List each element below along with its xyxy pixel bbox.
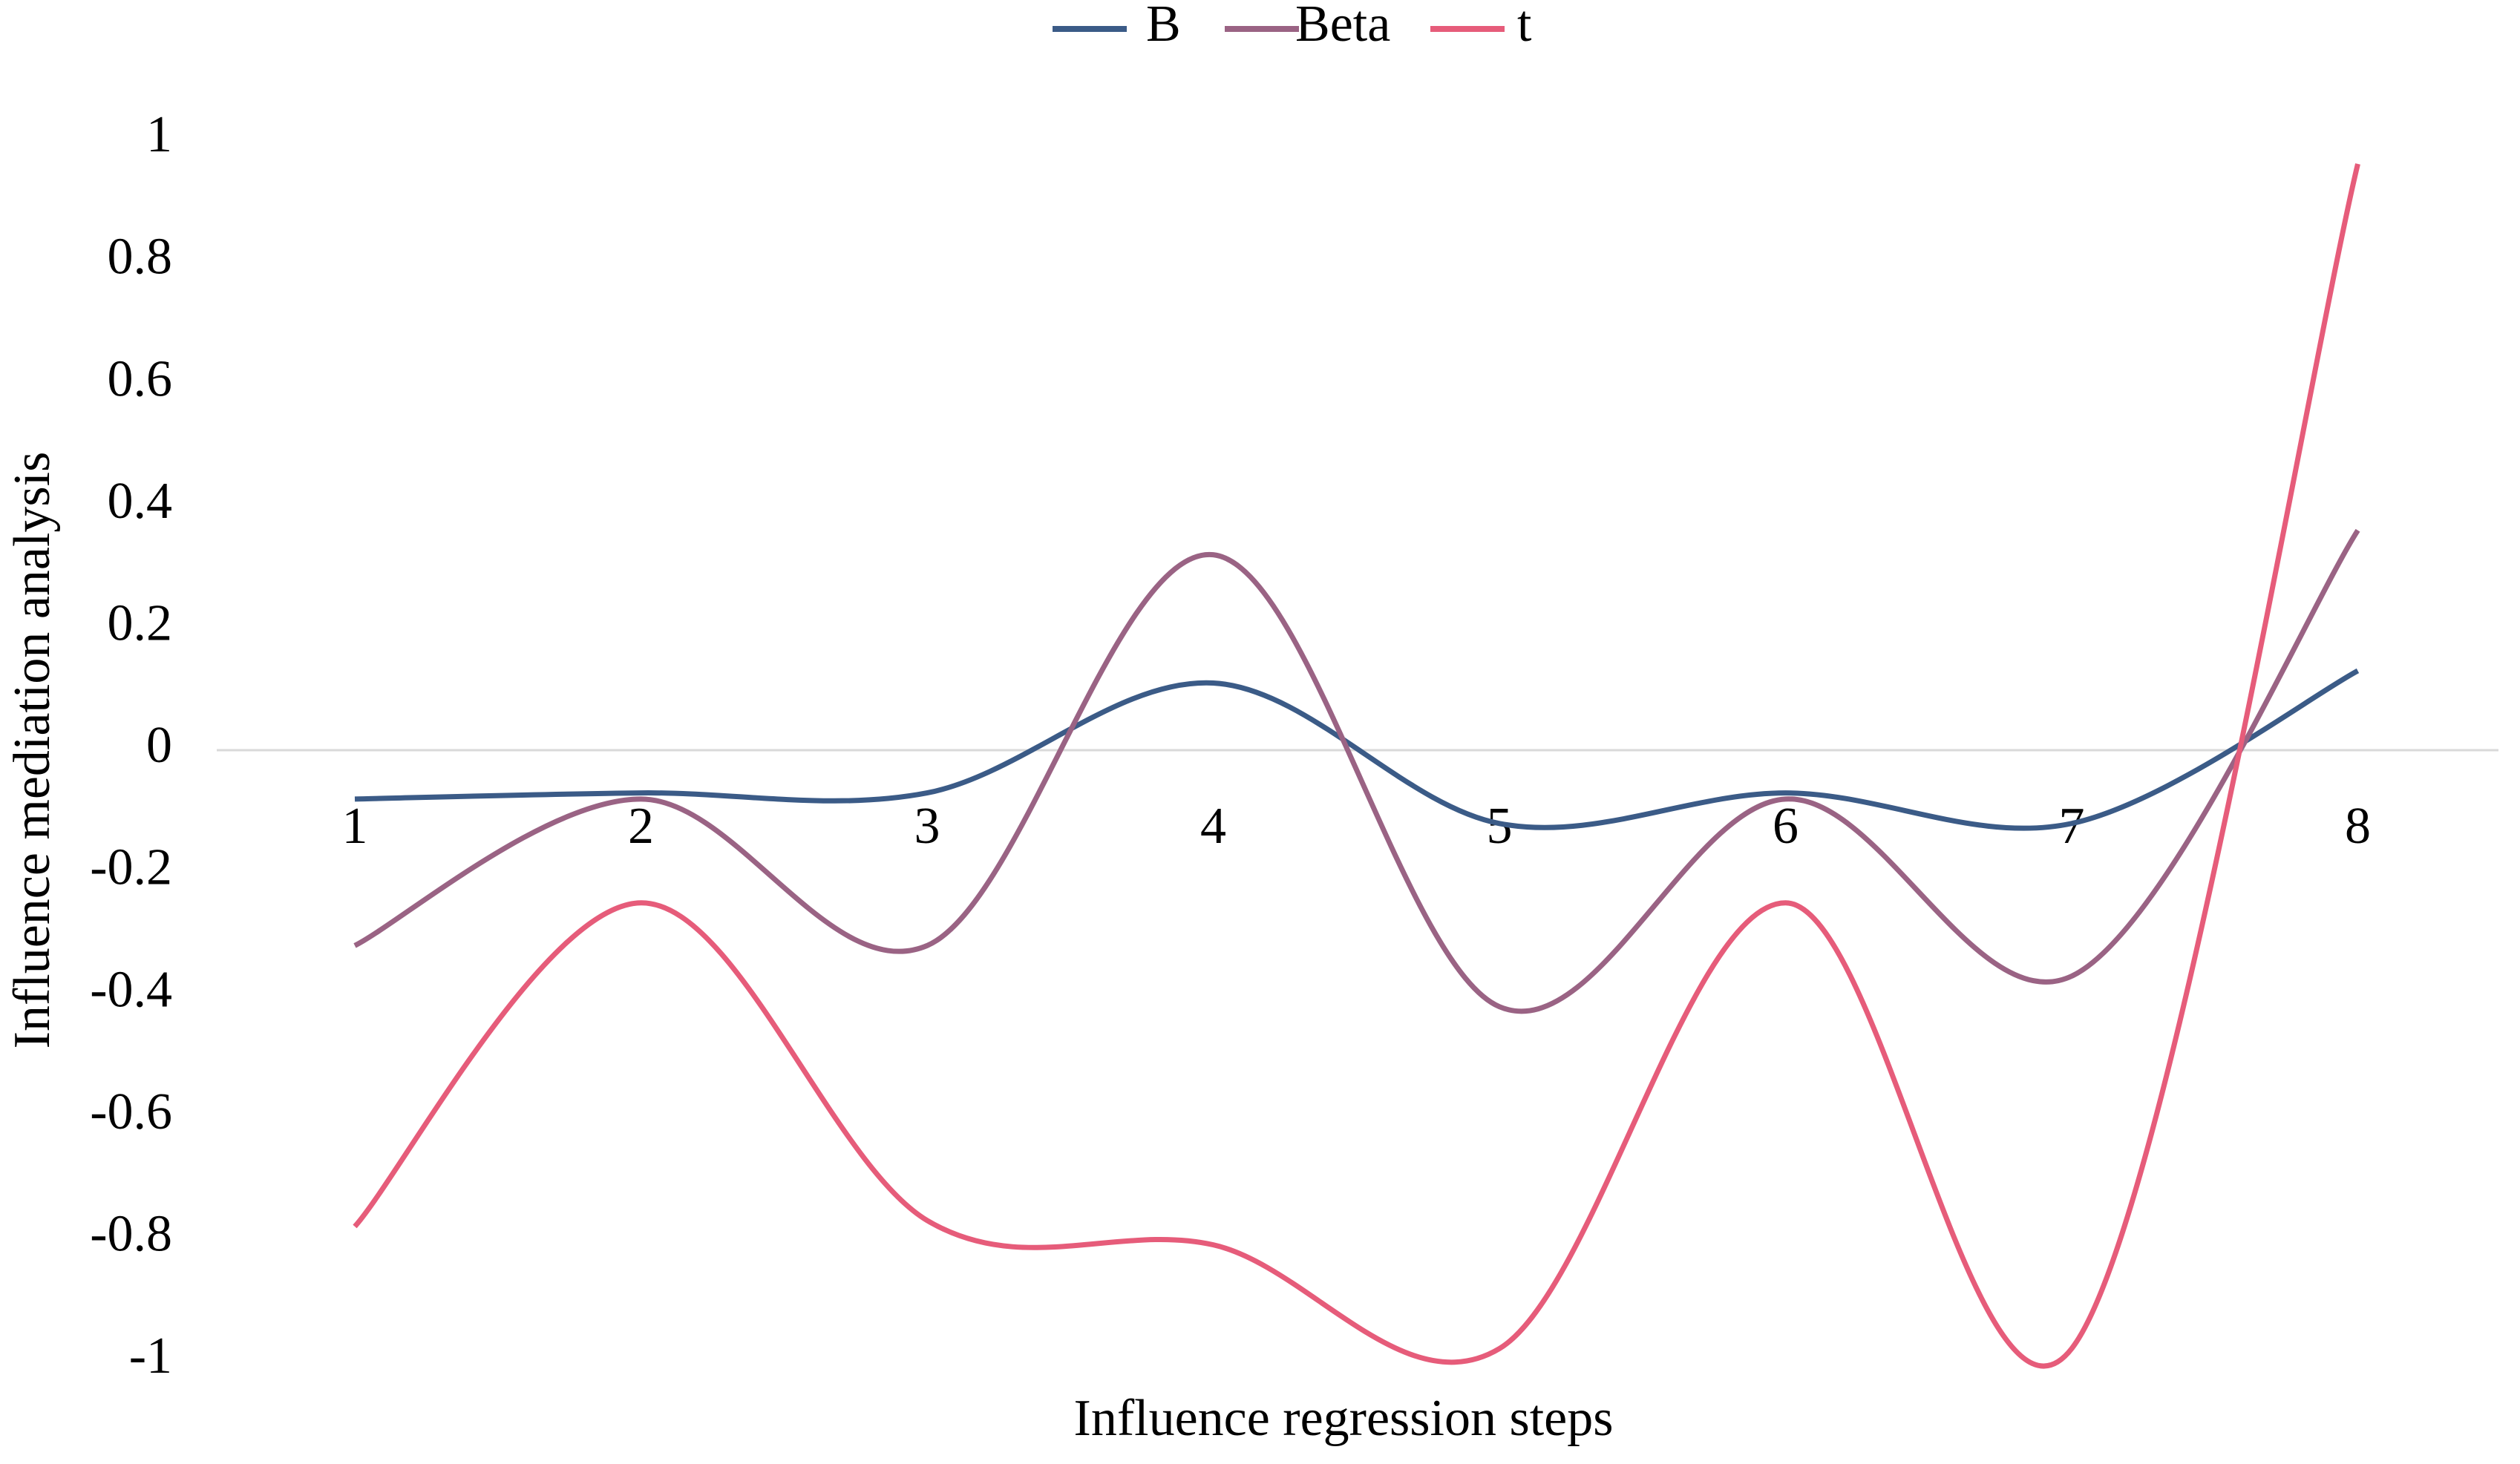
y-axis-title: Influence mediation analysis <box>4 452 61 1049</box>
x-tick-label: 2 <box>628 798 654 855</box>
legend-label: B <box>1146 0 1181 53</box>
y-tick-label: 0 <box>146 717 172 774</box>
legend-label: t <box>1517 0 1532 53</box>
y-tick-label: -0.2 <box>90 839 172 896</box>
x-tick-label: 8 <box>2345 798 2371 855</box>
series-line <box>353 528 2360 1014</box>
y-tick-label: 1 <box>146 106 172 163</box>
y-tick-label: -1 <box>129 1327 172 1385</box>
y-tick-label: -0.4 <box>90 961 172 1018</box>
legend-label: Beta <box>1295 0 1390 53</box>
x-tick-label: 3 <box>914 798 940 855</box>
x-axis-title: Influence regression steps <box>1074 1390 1614 1447</box>
y-tick-label: 0.4 <box>108 473 173 530</box>
x-tick-label: 6 <box>1773 798 1799 855</box>
y-tick-label: 0.8 <box>108 229 173 286</box>
y-tick-label: 0.6 <box>108 350 173 407</box>
y-tick-label: -0.6 <box>90 1083 172 1140</box>
x-tick-label: 1 <box>342 798 368 855</box>
series-line <box>354 668 2360 831</box>
series-line <box>353 163 2360 1369</box>
x-tick-label: 4 <box>1200 798 1226 855</box>
y-tick-label: -0.8 <box>90 1205 172 1262</box>
y-tick-label: 0.2 <box>108 594 173 651</box>
